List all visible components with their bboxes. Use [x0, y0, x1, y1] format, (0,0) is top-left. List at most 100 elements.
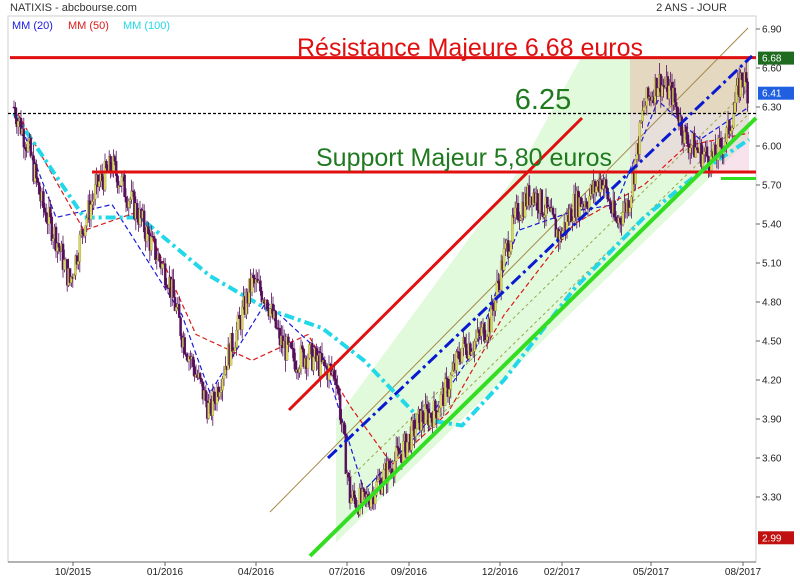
candle-body [114, 161, 118, 176]
candle-body [51, 238, 55, 242]
candle-body [494, 295, 497, 311]
candle-body [301, 345, 304, 350]
candle-body [91, 201, 94, 205]
candle-body [421, 410, 425, 423]
candle-body [638, 122, 642, 155]
candle-body [688, 147, 692, 154]
candle-body [266, 299, 269, 310]
pivot-annotation: 6.25 [515, 84, 571, 116]
candle-body [268, 308, 272, 317]
candle-body [323, 360, 327, 367]
candle-body [36, 178, 40, 183]
candle-body [424, 404, 427, 425]
candle-body [551, 207, 555, 215]
price-tag-high [758, 51, 794, 65]
x-tick-label: 02/2017 [544, 567, 581, 578]
y-tick-label: 3.90 [762, 415, 782, 426]
candle-body [84, 225, 87, 237]
candle-body [450, 370, 454, 376]
candle-body [621, 212, 625, 225]
x-tick-label: 08/2017 [725, 567, 762, 578]
candle-body [595, 186, 598, 193]
price-tag-low [758, 531, 794, 545]
candle-body [604, 179, 608, 189]
candle-body [569, 208, 573, 223]
candle-body [198, 373, 202, 379]
candle-body [105, 161, 108, 169]
candle-body [387, 460, 391, 470]
candle-body [639, 120, 643, 123]
y-tick-label: 3.30 [762, 493, 782, 504]
candle-body [546, 196, 549, 209]
candle-body [319, 353, 322, 377]
y-tick-label: 5.40 [762, 220, 782, 231]
candle-body [308, 344, 311, 359]
candle-body [312, 356, 315, 371]
candle-body [77, 261, 80, 265]
x-tick-label: 12/2016 [482, 567, 519, 578]
candle-body [92, 198, 96, 202]
candle-body [287, 336, 290, 345]
candle-body [386, 460, 390, 484]
candle-body [128, 199, 132, 202]
candle-body [343, 422, 346, 435]
candle-body [37, 182, 41, 195]
candle-body [219, 390, 223, 393]
y-tick-label: 6.90 [762, 25, 782, 36]
candle-body [508, 251, 511, 257]
candle-body [511, 215, 514, 242]
price-tags-layer: 6.68 6.41 2.99 [758, 51, 794, 545]
candle-body [35, 164, 38, 179]
candle-body [406, 441, 409, 458]
legend-mm50: MM (50) [68, 20, 109, 32]
candle-body [502, 248, 506, 271]
candle-body [352, 490, 356, 498]
candle-body [463, 337, 467, 344]
candle-body [274, 310, 278, 328]
candle-body [740, 72, 744, 80]
y-tick-label: 6.00 [762, 142, 782, 153]
candle-body [354, 497, 357, 508]
candle-body [177, 303, 181, 318]
price-tag-label-low: 2.99 [762, 533, 782, 544]
candle-body [474, 338, 478, 342]
candle-body [260, 291, 264, 302]
candle-body [536, 193, 539, 211]
x-tick-label: 07/2016 [329, 567, 366, 578]
candle-body [259, 280, 262, 292]
candle-body [165, 284, 168, 288]
candle-body [142, 210, 146, 233]
candle-body [161, 263, 164, 269]
candle-body [344, 433, 348, 474]
candle-body [483, 323, 486, 342]
candle-body [299, 345, 303, 369]
candle-body [439, 394, 443, 409]
candle-body [394, 446, 398, 462]
candle-body [78, 234, 82, 262]
candle-body [642, 107, 646, 111]
candle-body [298, 368, 301, 373]
candle-body [306, 357, 310, 370]
candle-body [702, 151, 706, 155]
candle-body [124, 196, 128, 203]
candle-body [429, 412, 433, 418]
candle-body [154, 238, 157, 261]
channel-fan-line-1 [349, 113, 750, 505]
candle-body [695, 147, 699, 151]
candle-body [716, 138, 720, 161]
candle-body [320, 353, 324, 363]
candle-body [362, 488, 366, 492]
candle-body [329, 364, 332, 366]
candle-body [50, 216, 54, 242]
candle-body [660, 85, 664, 97]
legend-mm20: MM (20) [12, 20, 53, 32]
y-tick-label: 4.80 [762, 298, 782, 309]
candle-body [347, 473, 350, 478]
price-tag-last [758, 86, 794, 100]
candle-body [415, 414, 419, 430]
candle-body [436, 411, 440, 419]
x-tick-label: 04/2016 [238, 567, 275, 578]
candle-body [204, 390, 208, 402]
candle-body [644, 105, 647, 108]
